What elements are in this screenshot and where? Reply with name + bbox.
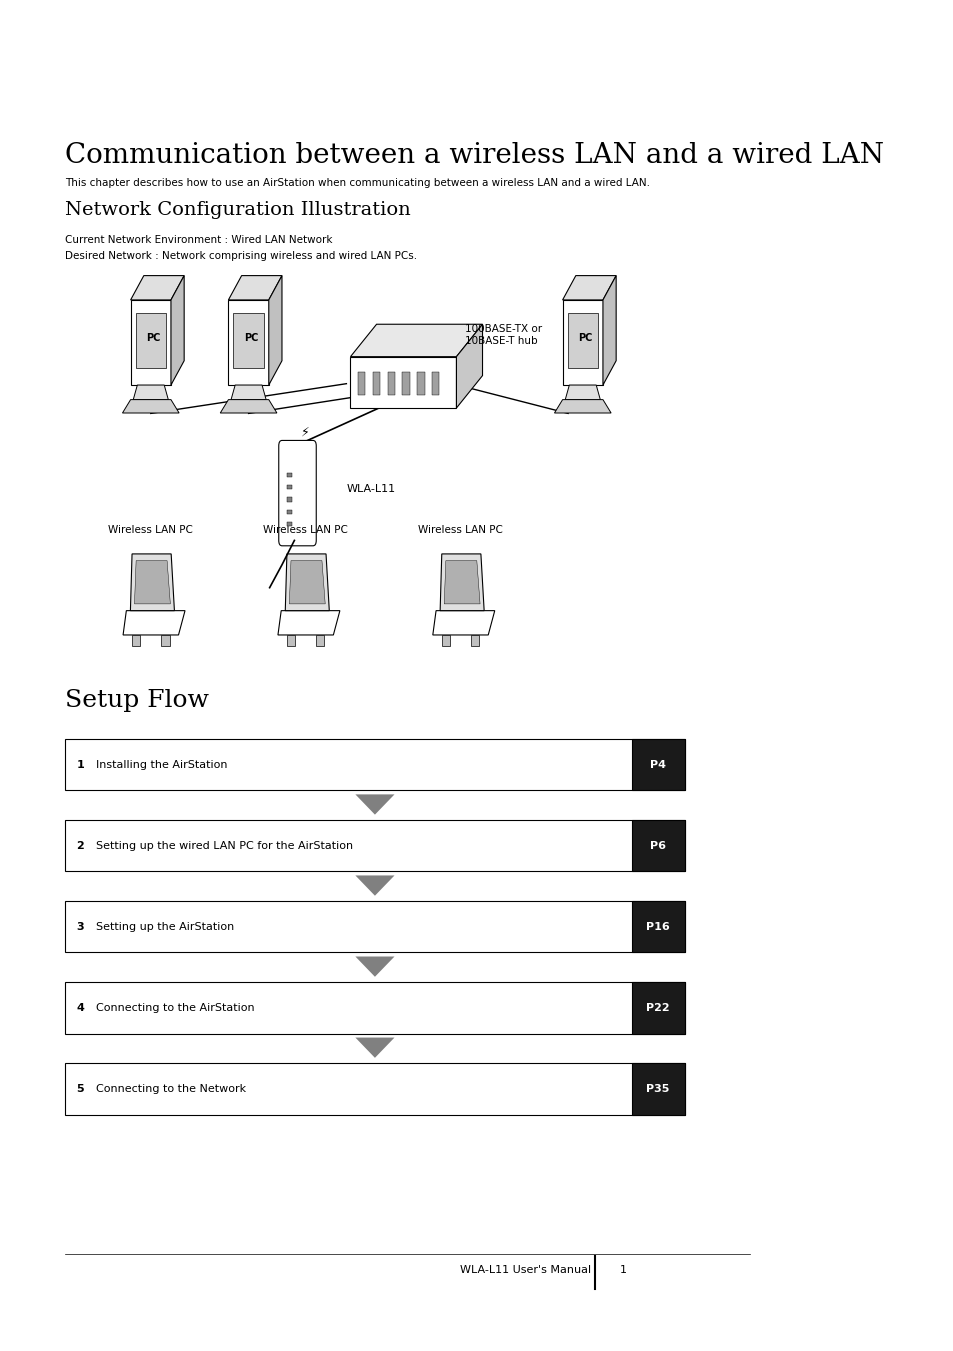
Bar	[65, 901, 684, 952]
Bar	[441, 635, 450, 646]
Text: P16: P16	[645, 921, 669, 932]
Polygon shape	[562, 276, 616, 300]
Bar	[286, 521, 292, 527]
Polygon shape	[277, 611, 339, 635]
Bar	[286, 509, 292, 513]
Text: 100BASE-TX or
10BASE-T hub: 100BASE-TX or 10BASE-T hub	[464, 324, 541, 346]
Polygon shape	[355, 875, 395, 896]
Text: Wireless LAN PC: Wireless LAN PC	[263, 526, 348, 535]
Text: Communication between a wireless LAN and a wired LAN: Communication between a wireless LAN and…	[65, 142, 883, 169]
Text: WLA-L11: WLA-L11	[346, 484, 395, 494]
Polygon shape	[228, 276, 282, 300]
Polygon shape	[439, 554, 484, 611]
Bar	[416, 372, 424, 396]
Bar	[65, 982, 684, 1034]
Bar	[286, 497, 292, 501]
Text: Wireless LAN PC: Wireless LAN PC	[109, 526, 193, 535]
Text: Setup Flow: Setup Flow	[65, 689, 209, 712]
Bar	[631, 982, 684, 1034]
Text: ⚡: ⚡	[301, 426, 310, 439]
Text: PC: PC	[146, 334, 160, 343]
Bar	[65, 739, 684, 790]
Text: Network Configuration Illustration: Network Configuration Illustration	[65, 201, 411, 219]
Polygon shape	[171, 276, 184, 385]
Text: P22: P22	[646, 1002, 669, 1013]
Bar	[471, 635, 478, 646]
Polygon shape	[444, 561, 479, 604]
Bar	[631, 901, 684, 952]
Text: Setting up the wired LAN PC for the AirStation: Setting up the wired LAN PC for the AirS…	[96, 840, 353, 851]
Text: 3: 3	[76, 921, 84, 932]
Bar	[65, 1063, 684, 1115]
Bar	[631, 1063, 684, 1115]
Bar	[286, 473, 292, 477]
Polygon shape	[220, 400, 276, 413]
Bar	[287, 635, 294, 646]
Text: Connecting to the AirStation: Connecting to the AirStation	[96, 1002, 254, 1013]
Text: Desired Network : Network comprising wireless and wired LAN PCs.: Desired Network : Network comprising wir…	[65, 251, 416, 261]
Text: Installing the AirStation: Installing the AirStation	[96, 759, 228, 770]
Text: Connecting to the Network: Connecting to the Network	[96, 1084, 246, 1094]
Text: Setting up the AirStation: Setting up the AirStation	[96, 921, 234, 932]
Text: The setup flow for communication between wired LAN PCs and wireless LAN PCs is g: The setup flow for communication between…	[65, 740, 568, 750]
Text: WLA-L11 User's Manual: WLA-L11 User's Manual	[459, 1265, 590, 1274]
Text: PC: PC	[244, 334, 258, 343]
FancyBboxPatch shape	[278, 440, 315, 546]
Polygon shape	[562, 300, 602, 385]
Polygon shape	[565, 385, 599, 400]
Polygon shape	[123, 611, 185, 635]
Polygon shape	[456, 324, 482, 408]
Polygon shape	[355, 1038, 395, 1058]
Text: P4: P4	[650, 759, 665, 770]
Bar	[286, 485, 292, 489]
Polygon shape	[131, 276, 184, 300]
Bar	[432, 372, 439, 396]
Polygon shape	[350, 324, 482, 357]
Bar	[631, 820, 684, 871]
Text: Wireless LAN PC: Wireless LAN PC	[417, 526, 502, 535]
Text: 5: 5	[76, 1084, 84, 1094]
Bar	[567, 312, 598, 367]
Text: 2: 2	[76, 840, 84, 851]
Text: 1: 1	[76, 759, 84, 770]
Text: 1: 1	[618, 1265, 626, 1274]
Polygon shape	[133, 385, 168, 400]
Polygon shape	[134, 561, 171, 604]
Bar	[135, 312, 166, 367]
Polygon shape	[122, 400, 179, 413]
Polygon shape	[602, 276, 616, 385]
Bar	[315, 635, 324, 646]
Bar	[402, 372, 410, 396]
Bar	[387, 372, 395, 396]
Polygon shape	[269, 276, 282, 385]
Polygon shape	[231, 385, 266, 400]
Bar	[631, 739, 684, 790]
Text: This chapter describes how to use an AirStation when communicating between a wir: This chapter describes how to use an Air…	[65, 178, 650, 188]
Bar	[373, 372, 379, 396]
Text: Current Network Environment : Wired LAN Network: Current Network Environment : Wired LAN …	[65, 235, 333, 245]
Text: PC: PC	[578, 334, 592, 343]
Bar	[357, 372, 365, 396]
Polygon shape	[355, 794, 395, 815]
Text: P6: P6	[650, 840, 665, 851]
Polygon shape	[131, 554, 174, 611]
Polygon shape	[228, 300, 269, 385]
Text: P35: P35	[646, 1084, 669, 1094]
Polygon shape	[350, 357, 456, 408]
Polygon shape	[131, 300, 171, 385]
Bar	[161, 635, 170, 646]
Polygon shape	[289, 561, 325, 604]
Bar	[233, 312, 263, 367]
Bar	[65, 820, 684, 871]
Polygon shape	[355, 957, 395, 977]
Polygon shape	[554, 400, 611, 413]
Text: 4: 4	[76, 1002, 85, 1013]
Bar	[132, 635, 140, 646]
Polygon shape	[285, 554, 329, 611]
Polygon shape	[433, 611, 495, 635]
